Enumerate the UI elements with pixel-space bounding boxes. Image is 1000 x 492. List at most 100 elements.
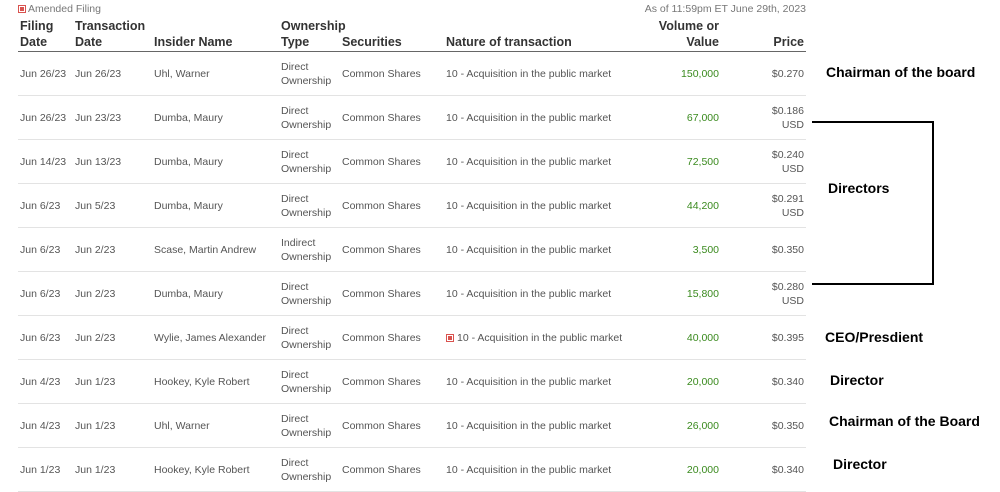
nature-cell: 10 - Acquisition in the public market xyxy=(444,227,649,272)
ownership-type-cell: Direct Ownership xyxy=(279,447,340,492)
securities-cell: Common Shares xyxy=(340,447,444,492)
col-volume[interactable]: Volume or Value xyxy=(649,17,737,52)
transaction-date-cell-text: Jun 1/23 xyxy=(75,419,116,432)
ownership-type-cell: Direct Ownership xyxy=(279,51,340,96)
insider-name-cell-text: Uhl, Warner xyxy=(154,419,210,432)
nature-cell-text: 10 - Acquisition in the public market xyxy=(446,287,612,300)
currency-text: USD xyxy=(781,206,804,219)
transaction-date-cell: Jun 13/23 xyxy=(73,139,152,184)
amended-legend: Amended Filing xyxy=(18,3,101,15)
directors-bracket xyxy=(812,121,934,285)
securities-cell: Common Shares xyxy=(340,403,444,448)
insider-name-cell-text: Dumba, Maury xyxy=(154,155,223,168)
nature-cell-text: 10 - Acquisition in the public market xyxy=(446,375,612,388)
securities-cell: Common Shares xyxy=(340,183,444,228)
securities-cell: Common Shares xyxy=(340,271,444,316)
ownership-type-cell: Direct Ownership xyxy=(279,403,340,448)
price-cell: $0.340 xyxy=(737,359,806,404)
filing-date-cell: Jun 14/23 xyxy=(18,139,73,184)
col-price[interactable]: Price xyxy=(737,17,806,52)
price-cell: $0.280 USD xyxy=(737,271,806,316)
nature-cell: 10 - Acquisition in the public market xyxy=(444,51,649,96)
ownership-type-cell: Direct Ownership xyxy=(279,271,340,316)
volume-cell-text: 15,800 xyxy=(686,287,719,300)
volume-cell: 40,000 xyxy=(649,315,737,360)
col-insider-name[interactable]: Insider Name xyxy=(152,17,279,52)
price-cell: $0.340 xyxy=(737,447,806,492)
securities-cell-text: Common Shares xyxy=(342,111,421,124)
ownership-type-cell-text: Direct Ownership xyxy=(281,368,332,395)
volume-cell-text: 20,000 xyxy=(686,375,719,388)
table-row: Jun 4/23 Jun 1/23 Hookey, Kyle Robert Direc… xyxy=(18,359,806,404)
insider-name-cell-text: Scase, Martin Andrew xyxy=(154,243,257,256)
securities-cell-text: Common Shares xyxy=(342,375,421,388)
col-transaction-date[interactable]: Transaction Date xyxy=(73,17,152,52)
filing-date-cell: Jun 6/23 xyxy=(18,315,73,360)
filing-date-cell-text: Jun 26/23 xyxy=(20,67,67,80)
transaction-date-cell-text: Jun 2/23 xyxy=(75,331,116,344)
securities-cell-text: Common Shares xyxy=(342,463,421,476)
price-cell-text: $0.395 xyxy=(771,331,804,344)
ownership-type-cell-text: Direct Ownership xyxy=(281,456,332,483)
transaction-date-cell: Jun 1/23 xyxy=(73,359,152,404)
price-cell: $0.270 xyxy=(737,51,806,96)
volume-cell: 20,000 xyxy=(649,447,737,492)
insider-name-cell-text: Hookey, Kyle Robert xyxy=(154,375,250,388)
col-securities[interactable]: Securities xyxy=(340,17,444,52)
insider-name-cell: Dumba, Maury xyxy=(152,183,279,228)
insider-name-cell: Dumba, Maury xyxy=(152,95,279,140)
volume-cell: 26,000 xyxy=(649,403,737,448)
insider-name-cell: Uhl, Warner xyxy=(152,51,279,96)
transaction-date-cell: Jun 26/23 xyxy=(73,51,152,96)
amended-flag-icon xyxy=(446,333,454,342)
nature-cell-text: 10 - Acquisition in the public market xyxy=(457,331,623,344)
annotation-chairman-1: Chairman of the board xyxy=(826,64,976,80)
transaction-date-cell-text: Jun 2/23 xyxy=(75,287,116,300)
volume-cell-text: 26,000 xyxy=(686,419,719,432)
filing-date-cell: Jun 6/23 xyxy=(18,227,73,272)
volume-cell-text: 40,000 xyxy=(686,331,719,344)
col-filing-date[interactable]: Filing Date xyxy=(18,17,73,52)
col-ownership-type[interactable]: Ownership Type xyxy=(279,17,346,52)
insider-name-cell: Hookey, Kyle Robert xyxy=(152,447,279,492)
transaction-date-cell: Jun 1/23 xyxy=(73,403,152,448)
securities-cell: Common Shares xyxy=(340,359,444,404)
ownership-type-cell-text: Direct Ownership xyxy=(281,148,332,175)
table-row: Jun 6/23 Jun 5/23 Dumba, Maury Direct Owner… xyxy=(18,183,806,228)
transaction-date-cell-text: Jun 1/23 xyxy=(75,375,116,388)
filing-date-cell: Jun 6/23 xyxy=(18,271,73,316)
nature-cell-text: 10 - Acquisition in the public market xyxy=(446,419,612,432)
price-cell-text: $0.270 xyxy=(771,67,804,80)
transaction-date-cell-text: Jun 5/23 xyxy=(75,199,116,212)
volume-cell: 44,200 xyxy=(649,183,737,228)
filing-date-cell-text: Jun 14/23 xyxy=(20,155,67,168)
annotation-chairman-2: Chairman of the Board xyxy=(829,413,980,429)
ownership-type-cell-text: Direct Ownership xyxy=(281,412,332,439)
nature-cell: 10 - Acquisition in the public market xyxy=(444,315,649,360)
volume-cell-text: 44,200 xyxy=(686,199,719,212)
insider-transactions-table: Filing Date Transaction Date Insider Nam… xyxy=(18,17,806,492)
filing-date-cell: Jun 4/23 xyxy=(18,403,73,448)
securities-cell: Common Shares xyxy=(340,227,444,272)
securities-cell: Common Shares xyxy=(340,95,444,140)
securities-cell-text: Common Shares xyxy=(342,199,421,212)
amended-label: Amended Filing xyxy=(28,3,101,15)
nature-cell: 10 - Acquisition in the public market xyxy=(444,271,649,316)
table-header-row: Filing Date Transaction Date Insider Nam… xyxy=(18,17,806,52)
ownership-type-cell: Direct Ownership xyxy=(279,315,340,360)
securities-cell-text: Common Shares xyxy=(342,287,421,300)
annotation-director-2: Director xyxy=(833,456,887,472)
filing-date-cell-text: Jun 4/23 xyxy=(20,419,61,432)
annotation-directors: Directors xyxy=(828,180,890,196)
volume-cell-text: 150,000 xyxy=(681,67,719,80)
price-cell-text: $0.350 xyxy=(771,243,804,256)
ownership-type-cell: Indirect Ownership xyxy=(279,227,340,272)
price-cell: $0.395 xyxy=(737,315,806,360)
col-nature[interactable]: Nature of transaction xyxy=(444,17,649,52)
securities-cell-text: Common Shares xyxy=(342,243,421,256)
transaction-date-cell-text: Jun 26/23 xyxy=(75,67,122,80)
transaction-date-cell-text: Jun 2/23 xyxy=(75,243,116,256)
securities-cell-text: Common Shares xyxy=(342,331,421,344)
volume-cell-text: 67,000 xyxy=(686,111,719,124)
nature-cell: 10 - Acquisition in the public market xyxy=(444,359,649,404)
